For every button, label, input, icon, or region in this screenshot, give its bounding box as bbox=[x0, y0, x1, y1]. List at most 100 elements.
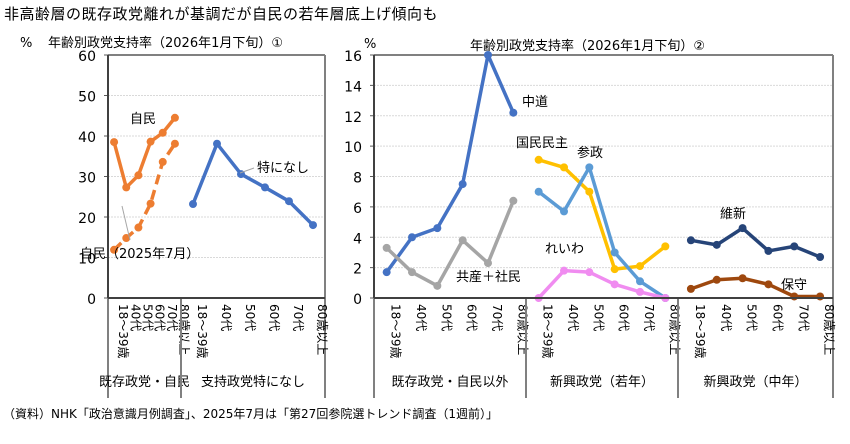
x-tick-label: 60代 bbox=[267, 304, 281, 331]
series-label: 保守 bbox=[781, 278, 807, 293]
y-tick-label: 8 bbox=[353, 171, 362, 187]
series-label: 共産＋社民 bbox=[456, 269, 521, 285]
data-point bbox=[261, 183, 269, 192]
data-point bbox=[764, 280, 773, 289]
main-title: 非高齢層の既存政党離れが基調だが自民の若年層底上げ傾向も bbox=[4, 5, 439, 23]
data-point bbox=[636, 262, 644, 271]
series-label: 参政 bbox=[577, 145, 603, 161]
data-point bbox=[738, 224, 747, 233]
data-point bbox=[484, 51, 492, 59]
data-point bbox=[408, 233, 416, 242]
data-point bbox=[110, 138, 119, 147]
data-point bbox=[408, 268, 416, 277]
x-tick-label: 70代 bbox=[796, 304, 810, 331]
data-point bbox=[509, 108, 518, 117]
x-tick-label: 80歳以上 bbox=[315, 304, 329, 355]
data-point bbox=[585, 268, 594, 277]
series-line bbox=[191, 141, 315, 227]
y-tick-label: 14 bbox=[344, 79, 362, 95]
data-point bbox=[560, 163, 568, 172]
y-tick-label: 6 bbox=[353, 201, 362, 217]
data-point bbox=[285, 197, 293, 206]
y-tick-label: 40 bbox=[78, 130, 96, 146]
series-label: 自民（2025年7月） bbox=[80, 247, 199, 262]
data-point bbox=[158, 128, 167, 137]
series-line bbox=[537, 268, 666, 300]
chart-title: 年齢別政党支持率（2026年1月下旬）② bbox=[470, 38, 705, 54]
chart-title: 年齢別政党支持率（2026年1月下旬）① bbox=[48, 35, 283, 51]
label-leader-line bbox=[239, 167, 255, 174]
y-tick-label: 60 bbox=[78, 49, 96, 65]
x-tick-label: 50代 bbox=[439, 304, 453, 331]
data-point bbox=[170, 139, 179, 148]
x-tick-label: 80歳以上 bbox=[177, 304, 191, 355]
data-point bbox=[534, 187, 543, 196]
x-tick-label: 18～39歳 bbox=[116, 304, 130, 359]
y-tick-label: 0 bbox=[353, 292, 362, 308]
x-tick-label: 18～39歳 bbox=[693, 304, 707, 359]
x-tick-label: 50代 bbox=[140, 304, 154, 331]
data-point bbox=[636, 277, 644, 286]
data-point bbox=[110, 245, 119, 254]
label-leader-line bbox=[121, 205, 131, 241]
data-point bbox=[790, 292, 799, 301]
data-point bbox=[712, 240, 721, 249]
group-label: 新興政党（若年） bbox=[550, 374, 654, 390]
data-point bbox=[764, 246, 773, 255]
series-line bbox=[690, 276, 821, 299]
series-label: 中道 bbox=[522, 95, 548, 110]
y-tick-label: 10 bbox=[344, 140, 362, 156]
x-tick-label: 40代 bbox=[566, 304, 580, 331]
data-point bbox=[170, 113, 179, 122]
data-point bbox=[122, 183, 131, 192]
series-line bbox=[538, 158, 667, 271]
series-line bbox=[385, 53, 515, 274]
y-tick-label: 4 bbox=[353, 231, 362, 247]
series-label: 自民 bbox=[130, 112, 156, 127]
data-point bbox=[610, 248, 619, 257]
x-tick-label: 40代 bbox=[219, 304, 233, 331]
source-note: （資料）NHK「政治意識月例調査」、2025年7月は「第27回参院選トレンド調査… bbox=[3, 407, 498, 421]
x-tick-label: 70代 bbox=[291, 304, 305, 331]
data-point bbox=[189, 200, 197, 209]
group-label: 既存政党・自民以外 bbox=[391, 375, 508, 390]
group-label: 支持政党特になし bbox=[201, 375, 305, 390]
y-tick-label: 20 bbox=[78, 211, 96, 227]
x-tick-label: 50代 bbox=[745, 304, 759, 331]
data-point bbox=[686, 284, 695, 293]
x-tick-label: 40代 bbox=[719, 304, 733, 331]
data-point bbox=[534, 155, 543, 164]
data-point bbox=[712, 275, 721, 284]
series-label: 維新 bbox=[720, 206, 746, 222]
y-tick-label: 12 bbox=[344, 110, 362, 126]
series-line bbox=[385, 200, 515, 288]
x-tick-label: 80歳以上 bbox=[515, 304, 529, 355]
y-tick-label: 16 bbox=[344, 49, 362, 65]
y-tick-label: 2 bbox=[353, 262, 362, 278]
data-point bbox=[458, 180, 467, 189]
data-point bbox=[134, 171, 143, 180]
series-label: 特になし bbox=[257, 161, 309, 176]
x-tick-label: 60代 bbox=[770, 304, 784, 331]
data-point bbox=[382, 268, 391, 277]
data-point bbox=[816, 292, 825, 301]
data-point bbox=[738, 274, 747, 283]
x-tick-label: 70代 bbox=[165, 304, 179, 331]
data-point bbox=[122, 234, 131, 243]
y-tick-label: 30 bbox=[78, 171, 96, 187]
x-tick-label: 70代 bbox=[642, 304, 656, 331]
chart-1: 0 10 20 30 40 50 60% 年齢別政党支持率（2026年1月下旬）① 18～39歳… bbox=[20, 35, 329, 398]
x-tick-label: 70代 bbox=[490, 304, 504, 331]
data-point bbox=[585, 163, 594, 172]
x-tick-label: 18～39歳 bbox=[195, 304, 209, 359]
y-tick-label: 0 bbox=[87, 292, 96, 308]
data-point bbox=[433, 224, 442, 233]
data-point bbox=[560, 266, 568, 275]
series-line bbox=[537, 165, 667, 300]
x-tick-label: 80歳以上 bbox=[667, 304, 681, 355]
x-tick-label: 60代 bbox=[617, 304, 631, 331]
x-tick-label: 60代 bbox=[465, 304, 479, 331]
series-line bbox=[690, 226, 821, 259]
data-point bbox=[484, 259, 492, 268]
